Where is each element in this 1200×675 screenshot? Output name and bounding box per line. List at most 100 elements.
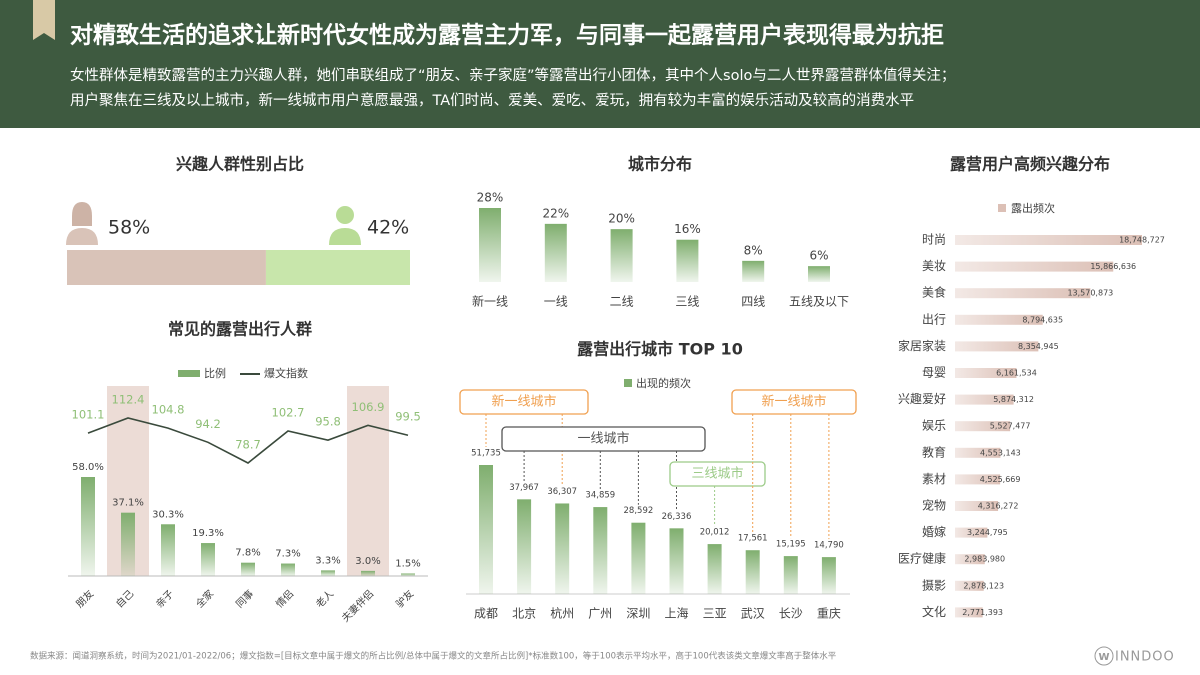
value-label: 2,771,393 — [962, 608, 1003, 617]
y-tick-label: 家居家装 — [898, 338, 946, 353]
female-icon — [66, 202, 98, 245]
bar — [955, 314, 1043, 325]
value-label: 51,735 — [471, 449, 501, 459]
legend-label: 露出频次 — [1011, 201, 1055, 215]
x-tick-label: 夫妻伴侣 — [339, 587, 376, 624]
y-tick-label: 美食 — [922, 285, 946, 300]
value-label: 36,307 — [547, 487, 577, 497]
value-label: 20% — [608, 212, 635, 226]
header-line: 女性群体是精致露营的主力兴趣人群，她们串联组成了“朋友、亲子家庭”等露营出行小团… — [70, 66, 955, 84]
line-value-label: 106.9 — [352, 400, 385, 414]
legend-label: 爆文指数 — [264, 366, 308, 380]
line-value-label: 112.4 — [112, 393, 145, 407]
value-label: 1.5% — [395, 558, 420, 569]
value-label: 22% — [542, 206, 569, 220]
legend-swatch — [998, 204, 1006, 212]
value-label: 3.3% — [315, 555, 340, 566]
y-tick-label: 兴趣爱好 — [898, 391, 946, 406]
bar — [555, 503, 570, 594]
y-tick-label: 摄影 — [922, 577, 946, 592]
bar — [955, 261, 1114, 272]
line-value-label: 94.2 — [195, 417, 221, 431]
value-label: 2,878,123 — [963, 581, 1004, 590]
bar — [479, 208, 501, 282]
bar — [669, 528, 684, 594]
y-tick-label: 婚嫁 — [922, 524, 946, 539]
x-tick-label: 北京 — [512, 607, 536, 621]
x-tick-label: 全家 — [193, 587, 216, 610]
x-tick-label: 自己 — [113, 587, 136, 610]
line — [87, 417, 409, 464]
x-tick-label: 杭州 — [550, 606, 574, 621]
legend-label: 出现的频次 — [636, 376, 691, 390]
bar — [121, 512, 135, 576]
bar — [955, 501, 999, 511]
logo: INNDOO — [1115, 650, 1175, 665]
value-label: 34,859 — [585, 491, 615, 501]
value-label: 5,527,477 — [990, 422, 1031, 431]
value-label: 4,525,669 — [980, 475, 1021, 484]
y-tick-label: 教育 — [922, 444, 946, 459]
header-bg — [0, 0, 1200, 128]
chart-title: 城市分布 — [628, 155, 692, 174]
bar — [955, 341, 1039, 352]
x-tick-label: 驴友 — [393, 587, 416, 610]
bar — [955, 421, 1011, 432]
x-tick-label: 广州 — [588, 607, 612, 621]
value-label: 14,790 — [814, 541, 844, 551]
x-tick-label: 上海 — [664, 606, 688, 621]
bar — [821, 557, 836, 594]
y-tick-label: 文化 — [922, 604, 946, 619]
x-tick-label: 同事 — [233, 587, 256, 610]
x-tick-label: 老人 — [313, 587, 336, 610]
bar — [281, 563, 295, 576]
x-tick-label: 三亚 — [703, 607, 727, 621]
x-tick-label: 朋友 — [73, 587, 96, 610]
value-label: 15,195 — [776, 540, 806, 550]
value-label: 8% — [744, 243, 763, 257]
bar — [544, 223, 567, 282]
y-tick-label: 医疗健康 — [898, 551, 946, 566]
value-label: 6,161,534 — [996, 369, 1037, 378]
y-tick-label: 美妆 — [922, 259, 946, 273]
value-label: 18,748,727 — [1119, 236, 1165, 245]
bar — [955, 288, 1091, 299]
bar — [783, 556, 798, 594]
bar — [610, 229, 633, 282]
value-label: 15,866,636 — [1090, 262, 1136, 271]
x-tick-label: 重庆 — [817, 607, 841, 621]
line-value-label: 78.7 — [235, 438, 261, 452]
bar — [161, 524, 175, 576]
line-value-label: 95.8 — [315, 415, 341, 429]
x-tick-label: 新一线 — [472, 294, 508, 309]
bar — [955, 527, 988, 538]
share-bar — [265, 250, 410, 285]
y-tick-label: 出行 — [922, 312, 946, 326]
bar — [479, 465, 493, 594]
header-title: 对精致生活的追求让新时代女性成为露营主力军，与同事一起露营用户表现得最为抗拒 — [70, 22, 944, 49]
bar — [631, 522, 646, 594]
share-label: 58% — [108, 217, 150, 239]
chart-title: 兴趣人群性别占比 — [176, 155, 304, 174]
value-label: 19.3% — [192, 528, 224, 539]
male-icon — [329, 206, 361, 245]
group-box — [669, 461, 766, 487]
bar — [955, 554, 985, 565]
bar — [742, 260, 765, 282]
bar — [676, 239, 699, 282]
x-tick-label: 情侣 — [273, 587, 296, 610]
value-label: 13,570,873 — [1067, 289, 1113, 298]
line-value-label: 102.7 — [272, 405, 305, 419]
chart-title: 露营出行城市 TOP 10 — [577, 340, 743, 359]
value-label: 17,561 — [738, 534, 768, 544]
share-label: 42% — [367, 217, 409, 239]
group-box — [459, 389, 589, 415]
y-tick-label: 娱乐 — [922, 419, 946, 433]
line-value-label: 104.8 — [152, 403, 185, 417]
x-tick-label: 五线及以下 — [789, 295, 849, 309]
value-label: 8,354,945 — [1018, 342, 1059, 351]
bar — [955, 235, 1142, 245]
bar — [955, 447, 1001, 458]
x-tick-label: 三线 — [675, 295, 699, 309]
